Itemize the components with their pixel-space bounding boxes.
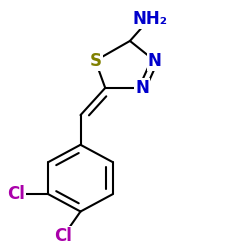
Text: N: N xyxy=(148,52,162,70)
Text: Cl: Cl xyxy=(7,185,25,203)
Text: N: N xyxy=(135,79,149,97)
Text: Cl: Cl xyxy=(54,227,72,245)
Text: NH₂: NH₂ xyxy=(132,10,167,28)
Text: S: S xyxy=(89,52,101,70)
